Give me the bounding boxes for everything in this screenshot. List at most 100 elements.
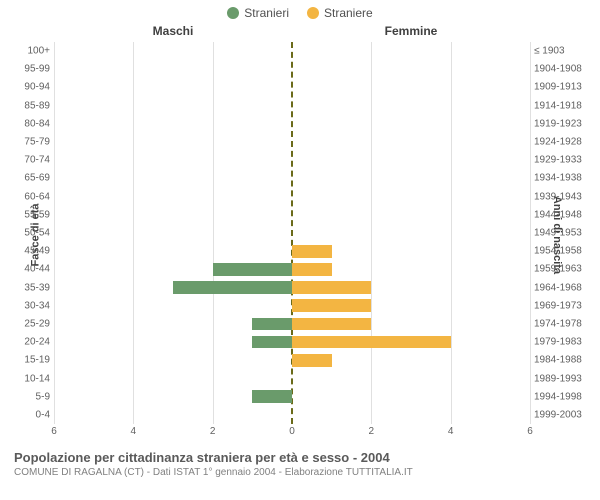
legend-swatch-female: [307, 7, 319, 19]
birth-tick-label: 1909-1913: [530, 82, 600, 93]
legend-label-female: Straniere: [324, 6, 373, 20]
age-tick-label: 40-44: [0, 264, 54, 275]
birth-tick-label: 1999-2003: [530, 409, 600, 420]
age-row: 95-991904-1908: [54, 60, 530, 78]
female-half: [292, 388, 530, 406]
age-row: 20-241979-1983: [54, 333, 530, 351]
male-half: [54, 242, 292, 260]
female-bar: [292, 336, 451, 349]
age-tick-label: 25-29: [0, 318, 54, 329]
age-row: 75-791924-1928: [54, 133, 530, 151]
age-row: 0-41999-2003: [54, 406, 530, 424]
female-half: [292, 151, 530, 169]
age-row: 45-491954-1958: [54, 242, 530, 260]
male-half: [54, 188, 292, 206]
birth-tick-label: 1904-1908: [530, 64, 600, 75]
male-half: [54, 406, 292, 424]
female-half: [292, 78, 530, 96]
age-tick-label: 55-59: [0, 209, 54, 220]
female-half: [292, 315, 530, 333]
age-tick-label: 5-9: [0, 391, 54, 402]
male-bar: [252, 390, 292, 403]
female-bar: [292, 263, 332, 276]
birth-tick-label: 1994-1998: [530, 391, 600, 402]
x-axis: 6420246: [54, 426, 530, 440]
legend-label-male: Stranieri: [244, 6, 289, 20]
age-tick-label: 15-19: [0, 355, 54, 366]
age-tick-label: 0-4: [0, 409, 54, 420]
age-row: 90-941909-1913: [54, 78, 530, 96]
birth-tick-label: 1939-1943: [530, 191, 600, 202]
age-row: 30-341969-1973: [54, 297, 530, 315]
female-half: [292, 169, 530, 187]
male-half: [54, 260, 292, 278]
age-row: 60-641939-1943: [54, 188, 530, 206]
age-tick-label: 70-74: [0, 155, 54, 166]
age-row: 50-541949-1953: [54, 224, 530, 242]
male-half: [54, 151, 292, 169]
male-half: [54, 297, 292, 315]
chart-footer: Popolazione per cittadinanza straniera p…: [0, 450, 600, 482]
age-tick-label: 100+: [0, 46, 54, 57]
panel-title-right: Femmine: [292, 24, 530, 38]
birth-tick-label: 1924-1928: [530, 137, 600, 148]
male-bar: [173, 281, 292, 294]
male-bar: [213, 263, 292, 276]
male-half: [54, 42, 292, 60]
female-half: [292, 297, 530, 315]
x-tick-label: 4: [448, 426, 454, 437]
female-half: [292, 369, 530, 387]
female-half: [292, 42, 530, 60]
male-bar: [252, 318, 292, 331]
female-half: [292, 188, 530, 206]
pyramid-chart: Maschi Femmine Fasce di età Anni di nasc…: [0, 20, 600, 450]
legend-swatch-male: [227, 7, 239, 19]
age-tick-label: 30-34: [0, 300, 54, 311]
age-tick-label: 10-14: [0, 373, 54, 384]
birth-tick-label: 1944-1948: [530, 209, 600, 220]
female-bar: [292, 318, 371, 331]
female-half: [292, 206, 530, 224]
female-half: [292, 242, 530, 260]
birth-tick-label: 1964-1968: [530, 282, 600, 293]
birth-tick-label: 1934-1938: [530, 173, 600, 184]
x-tick-label: 2: [210, 426, 216, 437]
birth-tick-label: ≤ 1903: [530, 46, 600, 57]
age-row: 35-391964-1968: [54, 278, 530, 296]
female-half: [292, 115, 530, 133]
age-tick-label: 95-99: [0, 64, 54, 75]
birth-tick-label: 1974-1978: [530, 318, 600, 329]
age-tick-label: 35-39: [0, 282, 54, 293]
age-row: 55-591944-1948: [54, 206, 530, 224]
birth-tick-label: 1959-1963: [530, 264, 600, 275]
birth-tick-label: 1969-1973: [530, 300, 600, 311]
x-tick-label: 6: [527, 426, 533, 437]
male-half: [54, 206, 292, 224]
male-half: [54, 333, 292, 351]
footer-title: Popolazione per cittadinanza straniera p…: [14, 450, 586, 465]
birth-tick-label: 1954-1958: [530, 246, 600, 257]
age-row: 25-291974-1978: [54, 315, 530, 333]
male-half: [54, 278, 292, 296]
x-tick-label: 4: [131, 426, 137, 437]
female-bar: [292, 354, 332, 367]
age-tick-label: 60-64: [0, 191, 54, 202]
male-half: [54, 351, 292, 369]
legend-item-female: Straniere: [307, 6, 373, 20]
birth-tick-label: 1914-1918: [530, 100, 600, 111]
age-tick-label: 65-69: [0, 173, 54, 184]
panel-titles: Maschi Femmine: [54, 24, 530, 38]
age-row: 80-841919-1923: [54, 115, 530, 133]
age-tick-label: 20-24: [0, 337, 54, 348]
birth-tick-label: 1984-1988: [530, 355, 600, 366]
age-tick-label: 90-94: [0, 82, 54, 93]
age-row: 5-91994-1998: [54, 388, 530, 406]
age-row: 15-191984-1988: [54, 351, 530, 369]
age-tick-label: 50-54: [0, 227, 54, 238]
male-half: [54, 369, 292, 387]
x-tick-label: 2: [369, 426, 375, 437]
birth-tick-label: 1949-1953: [530, 227, 600, 238]
age-row: 85-891914-1918: [54, 97, 530, 115]
female-half: [292, 260, 530, 278]
age-row: 70-741929-1933: [54, 151, 530, 169]
